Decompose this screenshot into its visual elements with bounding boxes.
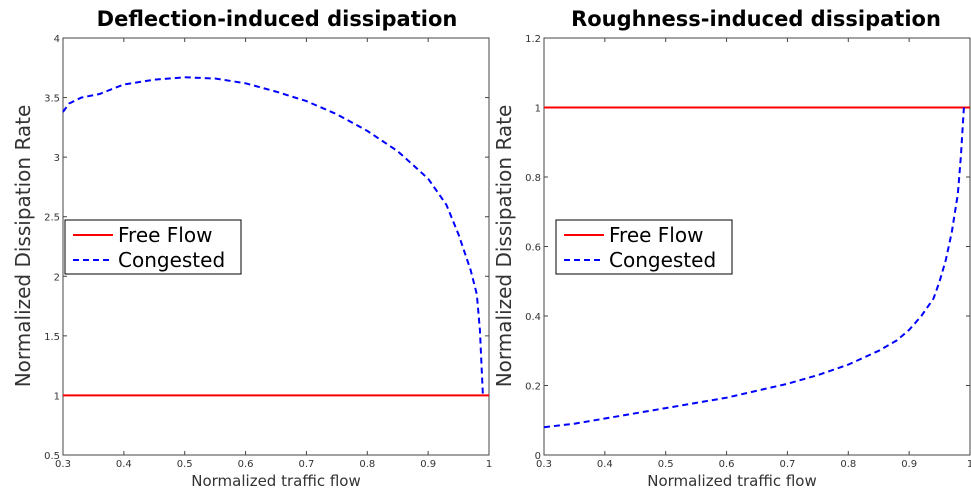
legend-label: Free Flow	[609, 223, 703, 247]
chart-deflection: Deflection-induced dissipation 0.3 0.4 0.5…	[11, 7, 492, 488]
y-tick-label: 3	[54, 153, 60, 164]
legend-label: Free Flow	[118, 223, 212, 247]
x-tick-label: 0.4	[597, 459, 613, 470]
x-tick-label: 0.9	[901, 459, 917, 470]
y-tick-label: 0.6	[525, 243, 541, 254]
x-ticks: 0.3 0.4 0.5 0.6 0.7 0.8 0.9 1	[536, 38, 971, 470]
x-tick-label: 0.3	[55, 459, 71, 470]
y-tick-label: 2.5	[44, 213, 60, 224]
x-axis-label: Normalized traffic flow	[647, 472, 816, 488]
series-line-congested	[543, 107, 965, 429]
y-tick-label: 3.5	[44, 94, 60, 105]
y-tick-label: 0.5	[44, 451, 60, 462]
series-lines	[62, 76, 489, 397]
chart-roughness: Roughness-induced dissipation 0.3 0.4 0.5 0…	[492, 7, 971, 488]
x-tick-label: 0.5	[177, 459, 193, 470]
chart-title: Roughness-induced dissipation	[571, 7, 941, 31]
y-tick-label: 1	[535, 104, 541, 115]
legend-box	[555, 219, 733, 275]
series-lines	[543, 106, 970, 429]
x-tick-label: 0.6	[719, 459, 735, 470]
y-tick-label: 1.2	[525, 34, 541, 45]
y-tick-label: 4	[54, 34, 60, 45]
legend-label: Congested	[609, 248, 716, 272]
series-line-congested	[62, 76, 484, 396]
y-tick-label: 2	[54, 272, 60, 283]
x-tick-label: 0.6	[238, 459, 254, 470]
y-axis-label: Normalized Dissipation Rate	[492, 105, 516, 388]
legend-label: Congested	[118, 248, 225, 272]
y-tick-label: 0.2	[525, 382, 541, 393]
y-tick-label: 1	[54, 391, 60, 402]
x-tick-label: 1	[486, 459, 492, 470]
x-tick-label: 0.9	[420, 459, 436, 470]
y-axis-label: Normalized Dissipation Rate	[11, 105, 35, 388]
y-tick-label: 1.5	[44, 332, 60, 343]
chart-title: Deflection-induced dissipation	[97, 7, 458, 31]
x-tick-label: 0.4	[116, 459, 132, 470]
plot-frame	[62, 37, 490, 456]
x-tick-label: 0.5	[658, 459, 674, 470]
x-tick-label: 0.3	[536, 459, 552, 470]
x-tick-label: 0.7	[298, 459, 314, 470]
x-tick-label: 0.8	[840, 459, 856, 470]
x-tick-label: 1	[967, 459, 971, 470]
y-ticks: 0 0.2 0.4 0.6 0.8 1 1.2	[525, 34, 970, 462]
y-tick-label: 0	[535, 451, 541, 462]
x-ticks: 0.3 0.4 0.5 0.6 0.7 0.8 0.9 1	[55, 38, 492, 470]
x-axis-label: Normalized traffic flow	[191, 472, 360, 488]
legend-box	[64, 219, 242, 275]
x-tick-label: 0.8	[359, 459, 375, 470]
y-tick-label: 0.8	[525, 173, 541, 184]
y-tick-label: 0.4	[525, 312, 541, 323]
x-tick-label: 0.7	[779, 459, 795, 470]
